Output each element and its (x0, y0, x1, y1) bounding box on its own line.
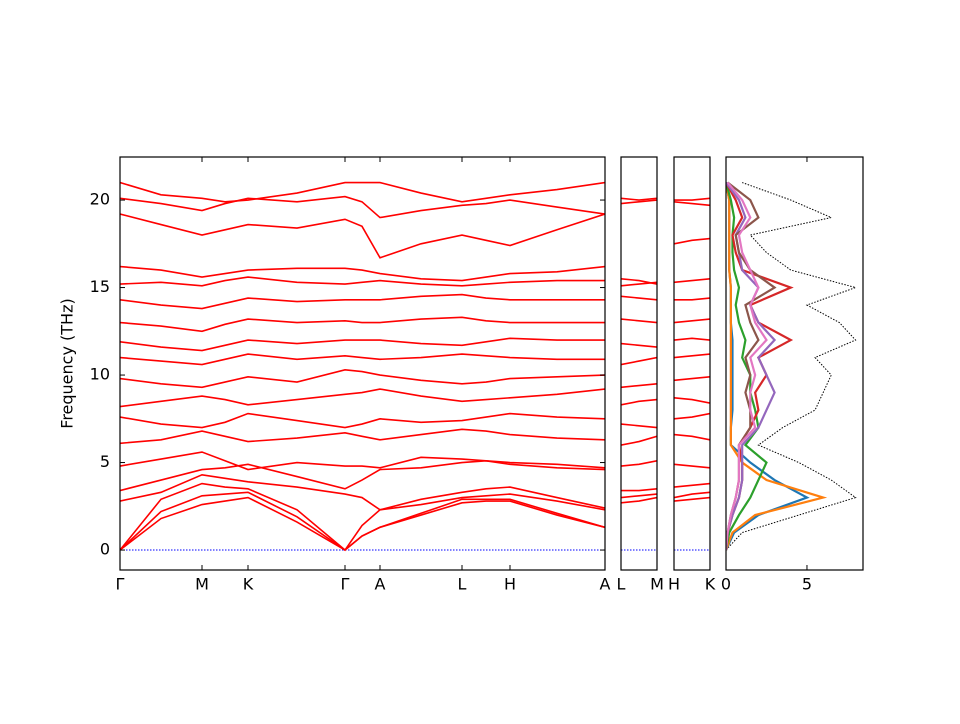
band-line (120, 473, 605, 511)
band-line (621, 460, 657, 467)
band-line (621, 199, 657, 205)
band-line (621, 493, 657, 499)
band-line (674, 463, 710, 469)
band-line (120, 293, 605, 310)
band-line (621, 295, 657, 301)
y-tick-label: 0 (100, 540, 110, 559)
band-line (120, 195, 605, 219)
band-line (621, 398, 657, 406)
band-line (621, 342, 657, 348)
band-line (120, 482, 605, 552)
band-line (674, 397, 710, 404)
x-tick-label: H (668, 575, 680, 594)
band-line (120, 353, 605, 366)
band-line (120, 265, 605, 282)
band-line (120, 337, 605, 352)
band-line (120, 451, 605, 471)
band-line (120, 213, 605, 259)
band-line (120, 316, 605, 333)
band-line (120, 368, 605, 389)
band-line (621, 197, 657, 201)
band-line (120, 428, 605, 445)
axes-frame (673, 156, 711, 571)
dos-line (726, 181, 768, 551)
band-line (674, 491, 710, 499)
y-tick-label: 15 (90, 277, 110, 296)
band-line (120, 181, 605, 203)
x-tick-label: 5 (802, 575, 812, 594)
band-line (674, 353, 710, 359)
axes-frame (725, 156, 864, 571)
band-line (621, 356, 657, 366)
y-tick-label: 5 (100, 452, 110, 471)
band-line (120, 276, 605, 287)
x-tick-label: 0 (721, 575, 731, 594)
dos-line (726, 182, 768, 551)
band-line (120, 491, 605, 552)
band-line (621, 496, 657, 504)
band-line (674, 337, 710, 341)
dos-line (726, 182, 810, 551)
x-tick-label: K (705, 575, 716, 594)
band-line (120, 388, 605, 408)
band-line (120, 412, 605, 429)
y-tick-label: 10 (90, 365, 110, 384)
x-tick-label: Γ (341, 575, 350, 594)
x-tick-label: L (617, 575, 626, 594)
x-tick-label: A (375, 575, 386, 594)
band-line (674, 297, 710, 301)
x-tick-label: Γ (116, 575, 125, 594)
band-line (674, 376, 710, 382)
band-line (621, 383, 657, 389)
band-line (674, 197, 710, 201)
band-line (674, 237, 710, 245)
x-tick-label: K (243, 575, 254, 594)
y-axis-label: Frequency (THz) (58, 298, 77, 428)
band-line (674, 201, 710, 207)
x-tick-label: L (458, 575, 467, 594)
band-line (621, 423, 657, 429)
x-tick-label: A (600, 575, 611, 594)
band-line (674, 496, 710, 502)
band-line (674, 318, 710, 324)
band-line (674, 433, 710, 441)
axes-frame (620, 156, 658, 571)
y-tick-label: 20 (90, 190, 110, 209)
band-line (621, 435, 657, 446)
band-line (621, 318, 657, 324)
band-line (674, 482, 710, 488)
x-tick-label: M (650, 575, 664, 594)
band-line (621, 488, 657, 492)
x-tick-label: M (195, 575, 209, 594)
axes-frame (119, 156, 606, 571)
x-tick-label: H (504, 575, 516, 594)
dos-line (726, 182, 858, 551)
band-line (674, 278, 710, 284)
band-line (621, 278, 657, 285)
dos-line (726, 182, 828, 551)
band-line (674, 412, 710, 420)
band-line (120, 459, 605, 492)
